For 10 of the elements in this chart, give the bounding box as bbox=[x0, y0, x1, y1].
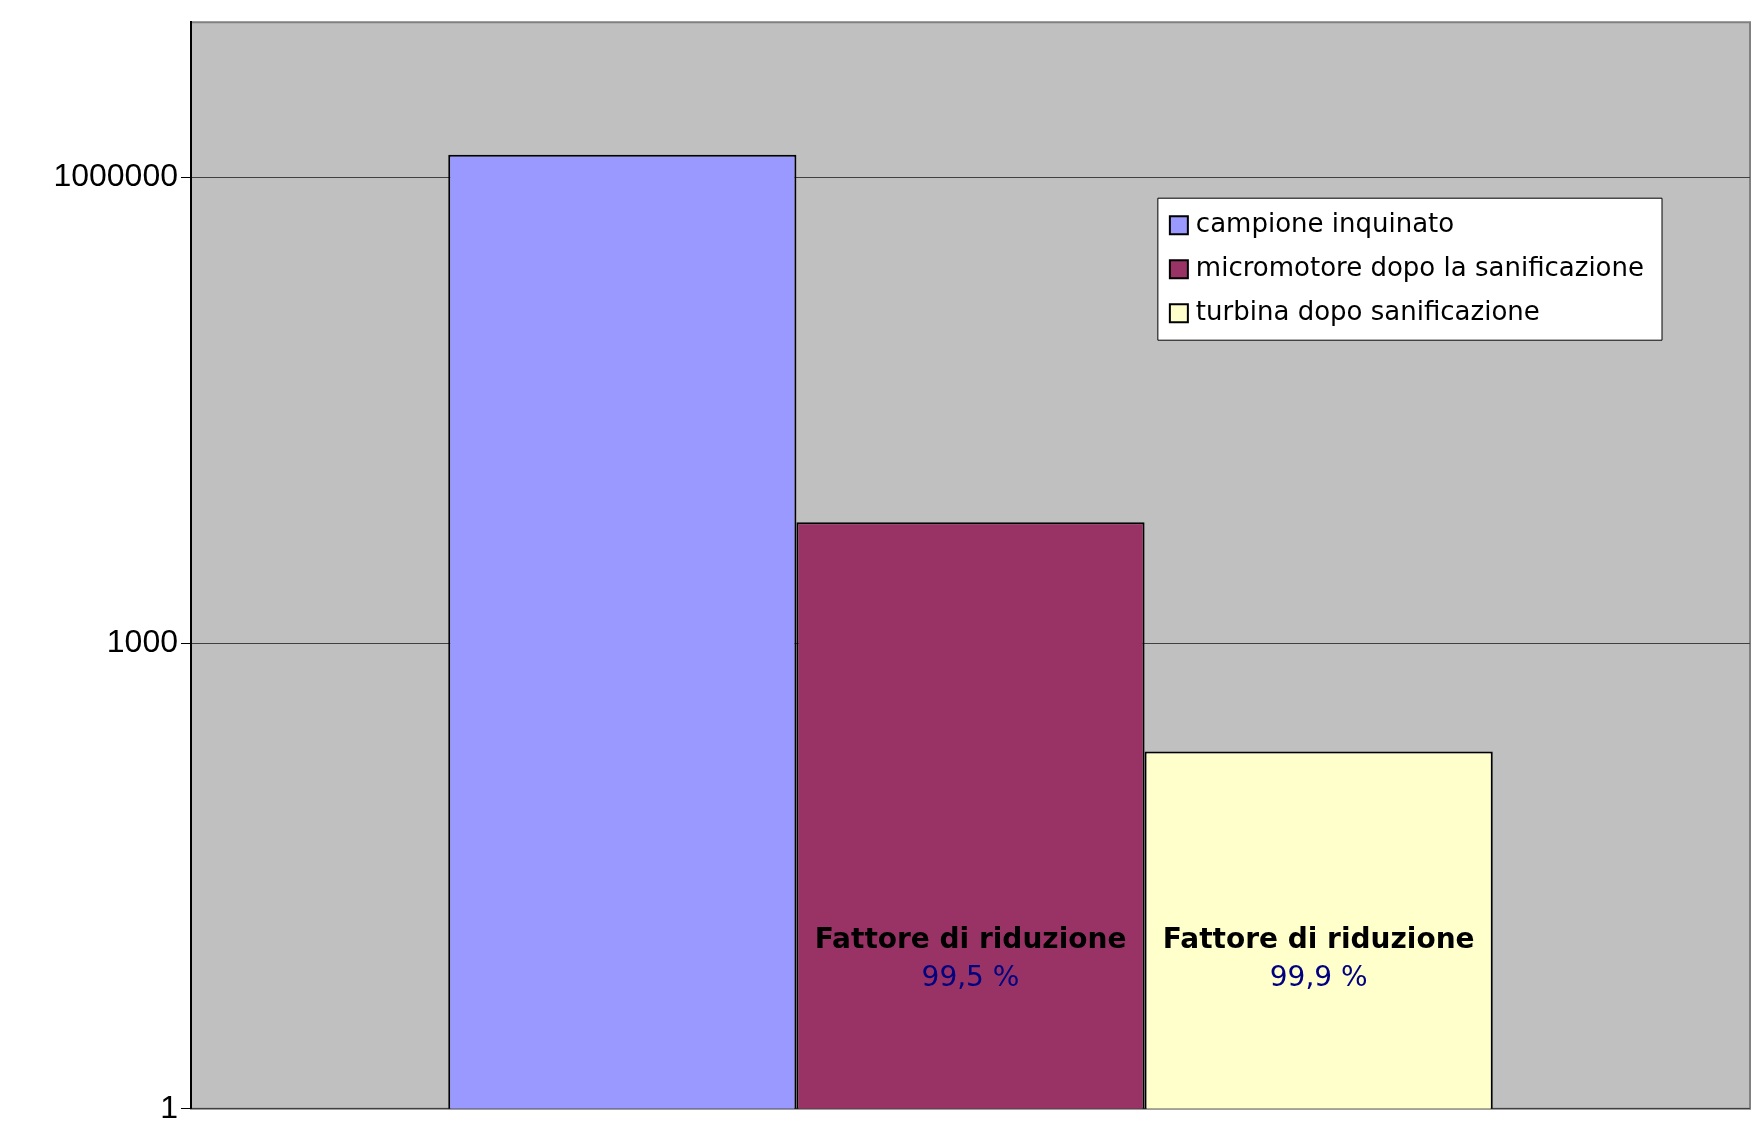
legend-label: campione inquinato bbox=[1195, 207, 1455, 238]
y-tick-label: 1000 bbox=[106, 622, 178, 659]
legend-label: micromotore dopo la sanificazione bbox=[1195, 251, 1645, 282]
annotation: Fattore di riduzione bbox=[814, 922, 1127, 956]
y-tick-label: 1 bbox=[160, 1088, 178, 1125]
annotation: 99,9 % bbox=[1269, 960, 1368, 994]
y-tick-label: 1000000 bbox=[53, 157, 178, 194]
legend-label: turbina dopo sanificazione bbox=[1195, 295, 1540, 326]
annotation: Fattore di riduzione bbox=[1162, 922, 1475, 956]
annotation: 99,5 % bbox=[921, 960, 1020, 994]
